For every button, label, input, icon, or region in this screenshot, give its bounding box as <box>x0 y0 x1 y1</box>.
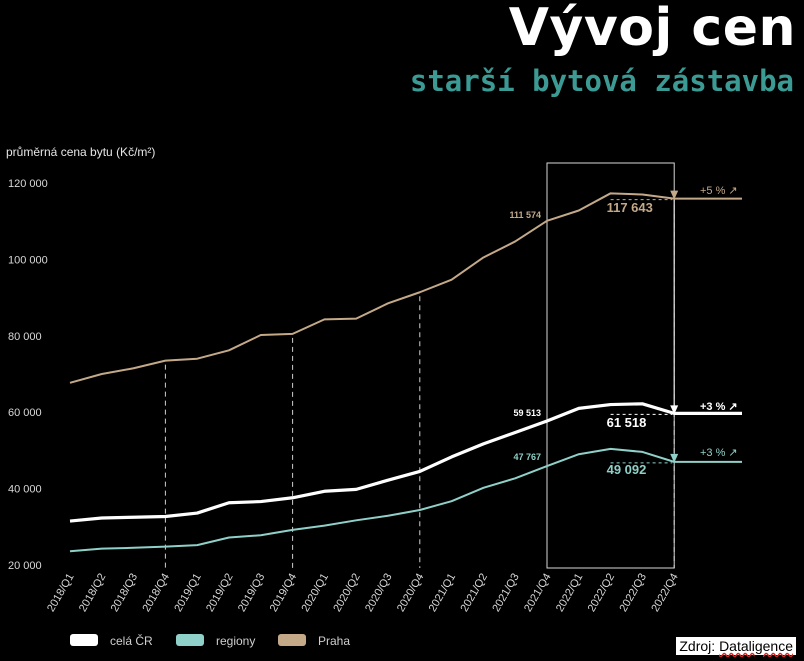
x-tick-label: 2021/Q2 <box>459 572 490 615</box>
x-tick-label: 2021/Q1 <box>427 572 458 615</box>
series-line-praha <box>69 192 742 384</box>
annotation-left-regiony: 47 767 <box>513 452 541 462</box>
y-axis-label: průměrná cena bytu (Kč/m²) <box>6 145 155 159</box>
annotation-change-cela-cr: +3 % ↗ <box>700 401 738 413</box>
highlight-range-box <box>546 162 675 569</box>
x-tick-label: 2022/Q3 <box>618 572 649 615</box>
x-tick-label: 2019/Q3 <box>236 572 267 615</box>
x-tick-label: 2018/Q4 <box>141 572 172 615</box>
annotation-right-praha: 117 643 <box>607 200 653 215</box>
x-tick-label: 2021/Q4 <box>522 572 553 615</box>
x-tick-label: 2022/Q4 <box>649 572 680 615</box>
chart-subtitle: starší bytová zástavba <box>409 64 794 98</box>
source-prefix: Zdroj: <box>679 638 716 654</box>
cela-cr-arrow-head <box>670 405 679 415</box>
x-tick-label: 2020/Q4 <box>395 572 426 615</box>
praha-arrow-head <box>670 190 679 200</box>
legend-label-praha: Praha <box>318 634 350 648</box>
source-credit: Zdroj: Dataligence <box>676 637 796 655</box>
x-tick-label: 2019/Q4 <box>268 572 299 615</box>
annotation-right-cela-cr: 61 518 <box>607 415 647 430</box>
source-name: Dataligence <box>719 638 793 654</box>
annotation-left-praha: 111 574 <box>509 210 541 220</box>
x-tick-label: 2021/Q3 <box>490 572 521 615</box>
y-tick-label: 100 000 <box>8 254 48 266</box>
y-tick-label: 60 000 <box>8 407 42 419</box>
annotation-left-cela-cr: 59 513 <box>513 408 541 418</box>
x-tick-label: 2018/Q2 <box>77 572 108 615</box>
y-tick-label: 120 000 <box>8 178 48 190</box>
x-tick-label: 2022/Q1 <box>554 572 585 615</box>
series-line-cela-cr <box>69 402 742 523</box>
chart-title: Vývoj cen <box>508 0 796 58</box>
x-tick-label: 2019/Q2 <box>204 572 235 615</box>
x-tick-label: 2018/Q1 <box>45 572 76 615</box>
x-tick-label: 2018/Q3 <box>109 572 140 615</box>
legend-swatch-praha <box>278 634 306 646</box>
y-tick-label: 80 000 <box>8 331 42 343</box>
annotation-change-regiony: +3 % ↗ <box>700 447 738 459</box>
x-tick-label: 2020/Q1 <box>300 572 331 615</box>
x-tick-label: 2019/Q1 <box>172 572 203 615</box>
annotation-change-praha: +5 % ↗ <box>700 185 738 197</box>
legend-label-cela-cr: celá ČR <box>110 633 153 648</box>
regiony-arrow-head <box>670 453 679 463</box>
annotation-right-regiony: 49 092 <box>607 462 647 477</box>
legend-swatch-cela-cr <box>70 634 98 646</box>
legend-label-regiony: regiony <box>216 634 255 648</box>
x-tick-label: 2020/Q2 <box>331 572 362 615</box>
y-tick-label: 40 000 <box>8 484 42 496</box>
x-tick-label: 2022/Q2 <box>586 572 617 615</box>
y-tick-label: 20 000 <box>8 560 42 572</box>
legend-swatch-regiony <box>176 634 204 646</box>
x-tick-label: 2020/Q3 <box>363 572 394 615</box>
series-line-regiony <box>69 447 742 553</box>
